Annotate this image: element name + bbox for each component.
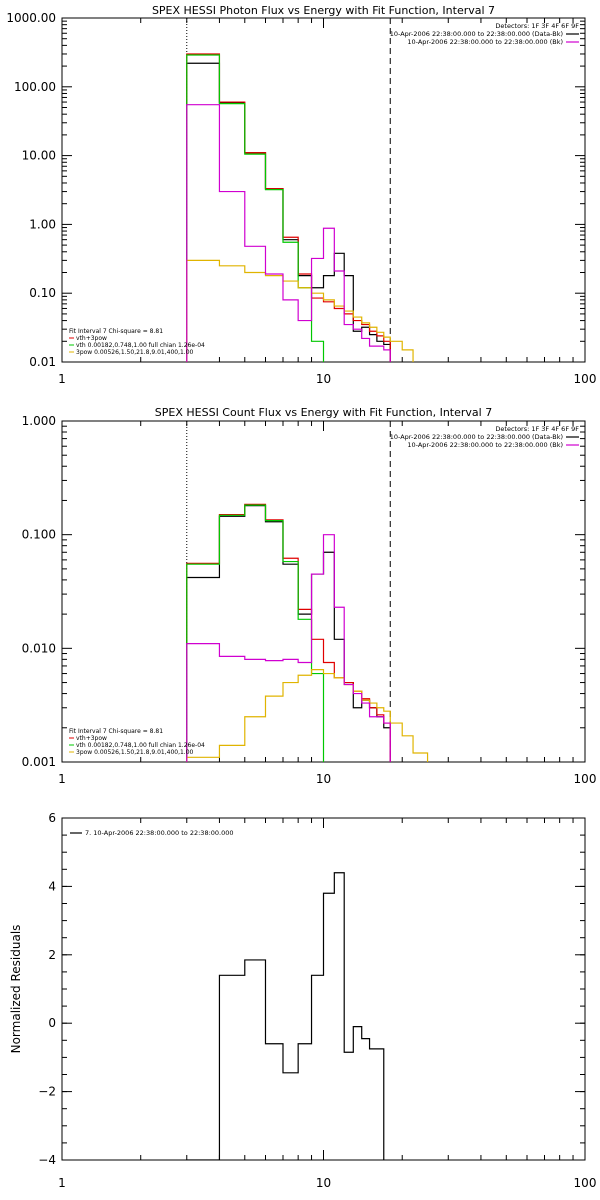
legend-top-line: Detectors: 1F 3F 4F 6F 9F xyxy=(495,425,579,433)
series-5 xyxy=(186,534,391,762)
y-tick-label: 1.00 xyxy=(29,217,56,231)
y-tick-label: −2 xyxy=(38,1085,56,1099)
plot-frame xyxy=(61,817,586,1161)
y-tick-label: 0.10 xyxy=(29,286,56,300)
legend-top-line: 7. 10-Apr-2006 22:38:00.000 to 22:38:00.… xyxy=(85,829,234,837)
legend-top-line: 10-Apr-2006 22:38:00.000 to 22:38:00.000… xyxy=(390,30,563,38)
legend-top-line: 10-Apr-2006 22:38:00.000 to 22:38:00.000… xyxy=(407,38,563,46)
panel-1: SPEX HESSI Photon Flux vs Energy with Fi… xyxy=(6,4,596,386)
panel-2: SPEX HESSI Count Flux vs Energy with Fit… xyxy=(22,406,597,786)
legend-bottom-line: 3pow 0.00526,1.50,21.8,9.01,400,1.00 xyxy=(76,749,194,756)
x-tick-label: 1 xyxy=(58,1176,66,1190)
y-tick-label: 1000.00 xyxy=(6,11,56,25)
chart-title: SPEX HESSI Count Flux vs Energy with Fit… xyxy=(155,406,492,419)
series-1 xyxy=(186,62,391,362)
y-tick-label: 6 xyxy=(48,811,56,825)
legend-bottom-line: 3pow 0.00526,1.50,21.8,9.01,400,1.00 xyxy=(76,349,194,356)
legend-bottom-line: vth 0.00182,0.748,1.00 full chian 1.26e-… xyxy=(76,742,205,749)
y-tick-label: 2 xyxy=(48,948,56,962)
legend-bottom-line: Fit Interval 7 Chi-square = 8.81 xyxy=(69,728,163,735)
legend-top-line: 10-Apr-2006 22:38:00.000 to 22:38:00.000… xyxy=(390,433,563,441)
y-tick-label: 0.01 xyxy=(29,355,56,369)
x-tick-label: 100 xyxy=(574,772,597,786)
y-tick-label: 4 xyxy=(48,879,56,893)
y-tick-label: 0.010 xyxy=(22,641,56,655)
series-2 xyxy=(186,503,391,762)
x-tick-label: 10 xyxy=(316,1176,331,1190)
panel-3: Normalized Residuals 1 10 100 −4 −2 0 2 4 6 7. 10-… xyxy=(9,811,596,1190)
series-4 xyxy=(186,668,429,762)
y-tick-label: 0 xyxy=(48,1016,56,1030)
series-5 xyxy=(186,104,391,362)
y-axis-label: Normalized Residuals xyxy=(9,925,23,1054)
series-1 xyxy=(186,872,385,1160)
legend-top-line: Detectors: 1F 3F 4F 6F 9F xyxy=(495,22,579,30)
x-tick-label: 1 xyxy=(58,772,66,786)
legend-bottom-line: vth 0.00182,0.748,1.00 full chian 1.26e-… xyxy=(76,342,205,349)
x-tick-label: 1 xyxy=(58,372,66,386)
series-3 xyxy=(186,54,325,362)
x-tick-label: 10 xyxy=(316,372,331,386)
plot-frame xyxy=(61,17,586,363)
y-tick-label: 1.000 xyxy=(22,414,56,428)
legend-bottom-line: Fit Interval 7 Chi-square = 8.81 xyxy=(69,328,163,335)
legend-bottom-line: vth+3pow xyxy=(76,335,107,342)
y-tick-label: −4 xyxy=(38,1153,56,1167)
y-tick-label: 10.00 xyxy=(22,149,56,163)
y-tick-label: 0.100 xyxy=(22,528,56,542)
y-tick-label: 100.00 xyxy=(14,80,56,94)
legend-top-line: 10-Apr-2006 22:38:00.000 to 22:38:00.000… xyxy=(407,441,563,449)
y-tick-label: 0.001 xyxy=(22,755,56,769)
x-tick-label: 100 xyxy=(574,1176,597,1190)
x-tick-label: 100 xyxy=(574,372,597,386)
chart-title: SPEX HESSI Photon Flux vs Energy with Fi… xyxy=(152,4,495,17)
series-4 xyxy=(186,259,414,362)
series-2 xyxy=(186,53,391,362)
legend-bottom-line: vth+3pow xyxy=(76,735,107,742)
x-tick-label: 10 xyxy=(316,772,331,786)
